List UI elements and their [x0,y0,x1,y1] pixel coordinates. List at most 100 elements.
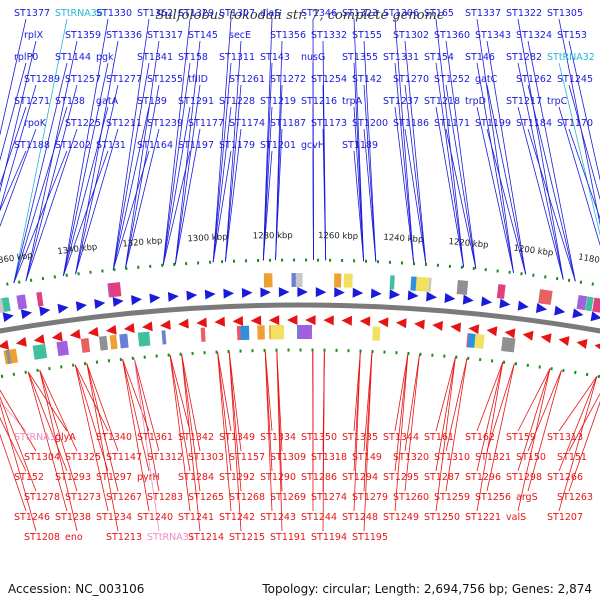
reverse-gene-label: ST1321 [475,452,511,463]
reverse-gene-label-connector [445,358,468,452]
forward-gene-label-connector [13,150,68,284]
forward-gene-label: trpA [342,96,363,107]
forward-gene-label-connector [0,106,27,187]
reverse-gene-label-connector [0,433,27,512]
feature-block [0,298,5,313]
forward-gene-label-connector [174,40,201,265]
reverse-gene-label-connector [517,368,551,432]
reverse-strand-arrow [123,322,135,333]
forward-gene-label: ST1291 [178,96,214,107]
reverse-gene-label-connector [122,359,150,512]
forward-gene-label-connector [527,40,576,282]
forward-gene-label-connector [394,62,415,264]
forward-gene-label-connector [212,106,232,263]
reverse-gene-label: ST1273 [65,492,101,503]
forward-gene-label-connector [225,128,242,262]
feature-block [343,273,353,288]
reverse-strand-arrow [395,318,407,329]
forward-gene-label: ST1302 [393,30,429,41]
forward-gene-label-connector [225,84,242,262]
forward-gene-label-connector [486,40,527,275]
reverse-gene-label-connector [228,351,242,452]
feature-block [119,333,129,349]
reverse-gene-label: ST1194 [311,532,347,543]
forward-gene-label: ST1322 [506,8,542,19]
forward-gene-label-connector [162,62,191,266]
forward-gene-label-connector [13,18,68,284]
forward-gene-label-connector [63,106,109,276]
reverse-gene-label-connector [133,358,160,532]
reverse-gene-label: ST1147 [106,452,142,463]
reverse-gene-label-connector [558,375,598,472]
forward-gene-label-connector [353,150,364,262]
forward-gene-label-connector [124,84,160,269]
reverse-strand-arrow [450,322,462,333]
forward-gene-label-connector [353,106,364,262]
reverse-gene-label: pyrH [137,472,160,483]
forward-strand-arrow [260,287,271,298]
forward-gene-label: ST138 [55,96,85,107]
reverse-strand-arrow [51,331,63,342]
forward-gene-label-connector [363,40,377,262]
scale-label: 1360 kbp [0,251,33,267]
reverse-gene-label-connector [517,368,551,512]
forward-gene-label: ST1330 [96,8,132,19]
feature-block [456,280,469,295]
reverse-gene-label: ST1297 [96,472,132,483]
reverse-strand-arrow [33,334,45,344]
forward-strand-arrow [204,289,216,300]
scale-label: 1240 kbp [383,233,424,245]
forward-gene-label-connector [568,84,600,201]
reverse-gene-label-connector [486,363,515,492]
forward-gene-label: ST1171 [434,118,470,129]
reverse-gene-label: ST1344 [383,432,419,443]
reverse-gene-label-connector [0,389,37,452]
forward-gene-label-connector [112,18,150,270]
reverse-gene-label-connector [74,364,109,472]
forward-gene-label-connector [0,18,27,136]
forward-gene-label: ST1217 [506,96,542,107]
feature-block [415,276,430,292]
map-title: Sulfolobus tokodaii str. 7, complete gen… [155,8,445,23]
forward-gene-label-connector [212,62,232,263]
forward-strand-arrow [149,293,161,304]
reverse-gene-label: valS [506,512,526,523]
feature-block [467,333,476,348]
reverse-gene-label-connector [435,357,456,512]
forward-gene-label: ST1197 [178,140,214,151]
reverse-strand-arrow [87,326,99,337]
feature-block [16,294,28,310]
reverse-gene-label-connector [181,354,201,492]
reverse-gene-label: ST1256 [475,492,511,503]
forward-gene-label: ST1343 [475,30,511,41]
reverse-gene-label: ST1298 [506,472,542,483]
reverse-gene-label: ST1290 [260,472,296,483]
forward-gene-label: ST1257 [65,74,101,85]
forward-gene-label: ST1317 [147,30,183,41]
forward-gene-label: ST1255 [147,74,183,85]
feature-block [108,282,122,298]
forward-strand-arrow [572,308,584,319]
reverse-gene-label: ST1260 [393,492,429,503]
forward-gene-label: ST154 [424,52,454,63]
forward-gene-label-connector [63,62,109,276]
reverse-gene-label-connector [181,354,201,452]
forward-gene-label: ST1225 [65,118,101,129]
forward-gene-label-connector [527,128,576,282]
forward-gene-label: ST1254 [311,74,347,85]
forward-strand-arrow [57,303,69,314]
forward-gene-label: ST1270 [393,74,429,85]
forward-gene-label: ST1186 [393,118,429,129]
reverse-gene-label-connector [27,371,68,472]
reverse-gene-label-connector [39,369,78,492]
forward-gene-label: ST1332 [311,30,347,41]
reverse-gene-label-connector [217,351,232,512]
forward-strand-arrow [112,296,124,307]
forward-gene-label: ST1173 [311,118,347,129]
reverse-gene-label: ST1265 [188,492,224,503]
feature-block [576,294,588,311]
forward-gene-label: ST1200 [352,118,388,129]
forward-gene-label: ST1346 [301,8,337,19]
reverse-gene-label-connector [39,369,78,532]
